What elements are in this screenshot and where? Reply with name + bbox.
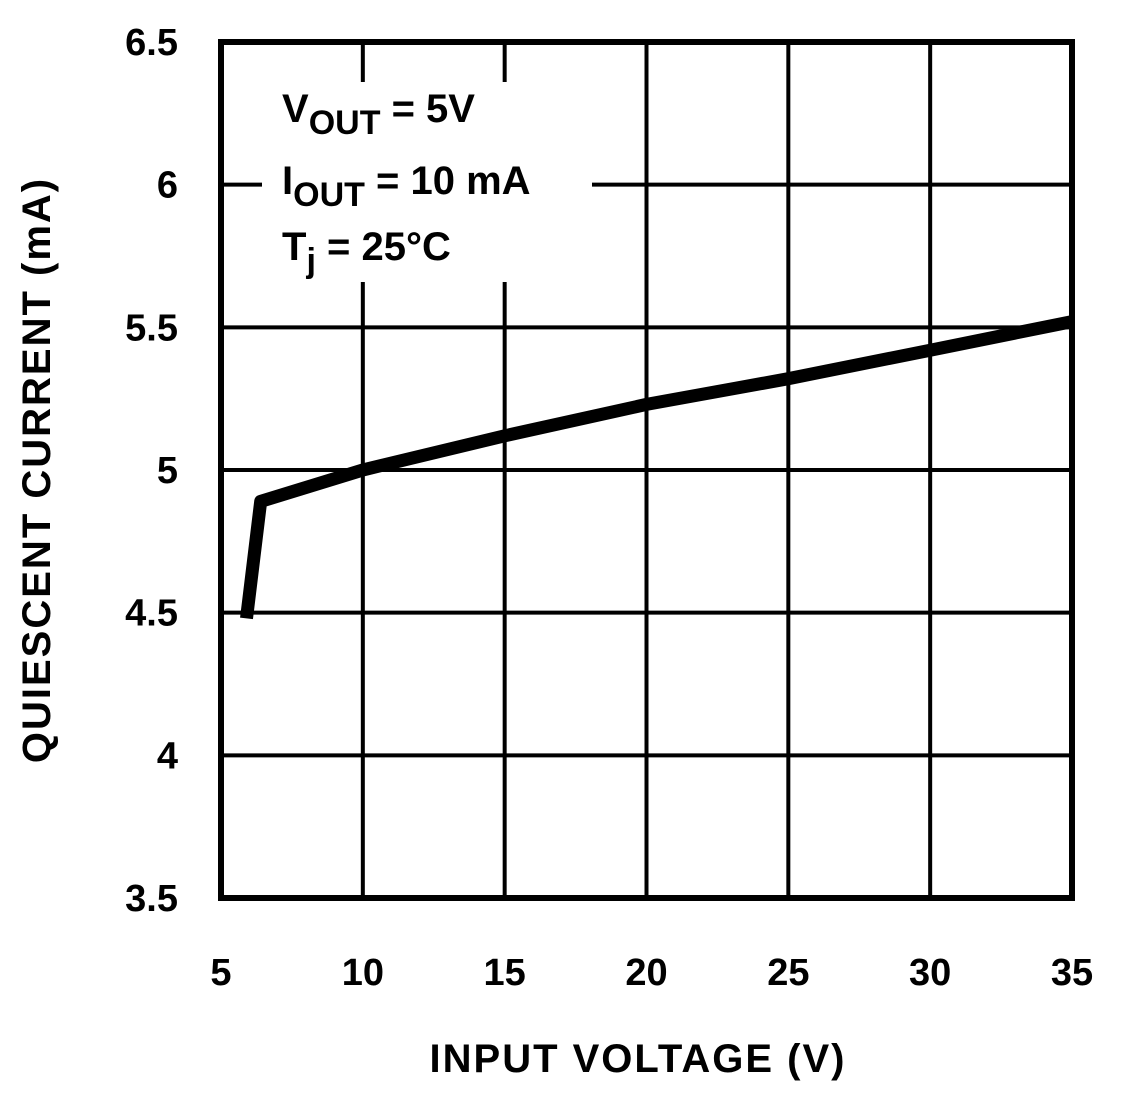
x-tick-label-0: 5 <box>210 952 231 994</box>
x-tick-label-2: 15 <box>484 952 526 994</box>
y-tick-label-0: 6.5 <box>125 22 178 64</box>
annotation-block: VOUT = 5V IOUT = 10 mA Tj = 25°C <box>282 87 531 280</box>
y-tick-label-2: 5.5 <box>125 307 178 349</box>
annotation-tj: Tj = 25°C <box>282 225 451 280</box>
x-tick-labels: 5 10 15 20 25 30 35 <box>210 952 1093 994</box>
x-tick-label-5: 30 <box>909 952 951 994</box>
x-tick-label-6: 35 <box>1051 952 1093 994</box>
y-axis-title: QUIESCENT CURRENT (mA) <box>15 177 59 763</box>
annotation-iout: IOUT = 10 mA <box>282 159 531 214</box>
y-tick-labels: 6.5 6 5.5 5 4.5 4 3.5 <box>125 22 178 920</box>
y-tick-label-5: 4 <box>157 735 178 777</box>
x-axis-title: INPUT VOLTAGE (V) <box>430 1037 847 1081</box>
series-line-0 <box>240 315 1074 620</box>
x-tick-label-4: 25 <box>767 952 809 994</box>
x-tick-label-1: 10 <box>342 952 384 994</box>
annotation-vout: VOUT = 5V <box>282 87 475 142</box>
y-tick-label-6: 3.5 <box>125 878 178 920</box>
plot-frame <box>218 39 1075 901</box>
y-tick-label-1: 6 <box>157 165 178 207</box>
x-tick-label-3: 20 <box>625 952 667 994</box>
y-tick-label-4: 4.5 <box>125 593 178 635</box>
annotation-background <box>262 82 592 282</box>
y-tick-label-3: 5 <box>157 450 178 492</box>
series-layer <box>240 315 1074 620</box>
